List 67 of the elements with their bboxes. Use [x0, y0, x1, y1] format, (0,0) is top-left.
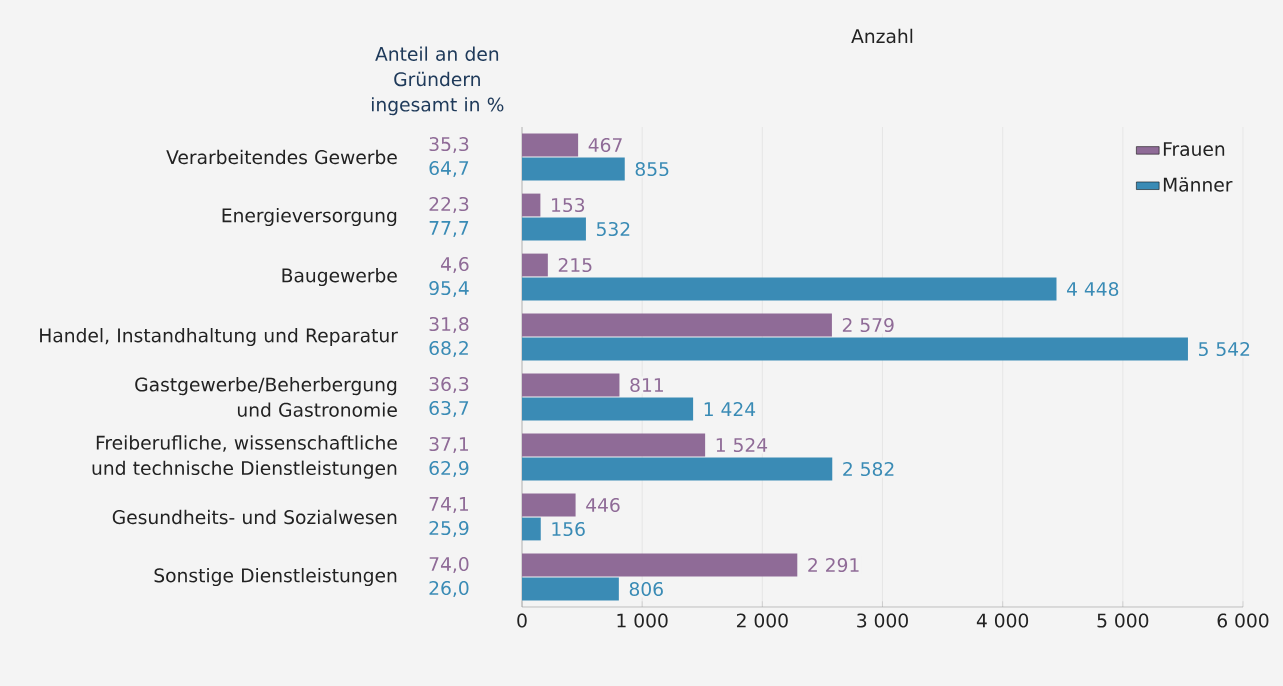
y-tick-label: Handel, Instandhaltung und Reparatur — [40, 327, 398, 347]
text: 64,7 — [429, 160, 469, 178]
legend-label: Frauen — [1163, 142, 1225, 157]
data-label: 446 — [586, 497, 620, 513]
text: 22,3 — [429, 196, 469, 214]
text: 68,2 — [429, 340, 468, 358]
data-label: 215 — [558, 257, 592, 273]
bar — [522, 217, 586, 241]
text: 62,9 — [429, 460, 469, 478]
data-label: 2 582 — [843, 461, 894, 477]
bar — [522, 433, 706, 457]
bar — [522, 457, 833, 481]
x-tick-label: 6 000 — [1217, 613, 1269, 628]
data-label: 1 424 — [704, 402, 756, 416]
text: 35,3 — [429, 136, 469, 154]
text: 63,7 — [429, 400, 469, 418]
text: 31,8 — [429, 316, 469, 334]
data-label: 5 542 — [1198, 341, 1250, 357]
bar — [522, 313, 832, 337]
y-tick-label: Gesundheits- und Sozialwesen — [112, 509, 397, 525]
data-label: 4 448 — [1067, 281, 1119, 297]
x-tick-label: 4 000 — [976, 613, 1029, 628]
text: 74,1 — [429, 497, 469, 513]
bar — [522, 157, 625, 181]
text: 37,1 — [429, 436, 469, 454]
text: 25,9 — [429, 520, 469, 538]
bar — [522, 577, 619, 601]
y-tick-label: Sonstige Dienstleistungen — [154, 567, 397, 587]
bar — [522, 193, 541, 217]
data-label: 153 — [552, 197, 585, 213]
data-label: 855 — [635, 161, 669, 177]
data-label: 532 — [596, 221, 630, 237]
data-label: 467 — [588, 137, 622, 153]
bar — [522, 553, 798, 577]
y-tick-label: Energieversorgung — [222, 207, 397, 227]
text: 74,0 — [429, 556, 469, 574]
x-tick-label: 0 — [517, 613, 527, 628]
y-axis-title: Anteil an den Gründern ingesamt in % — [371, 46, 504, 116]
data-label: 806 — [629, 581, 663, 597]
data-label: 2 291 — [808, 557, 859, 573]
bar — [522, 337, 1188, 361]
y-tick-label: Gastgewerbe/Beherbergung und Gastronomie — [135, 377, 397, 417]
y-tick-label: Freiberufliche, wissenschaftliche und technische Dienstleistungen — [92, 435, 397, 479]
x-tick-label: 1 000 — [617, 613, 668, 628]
y-tick-label: Baugewerbe — [282, 267, 397, 287]
text: 4,6 — [440, 256, 469, 274]
text: 36,3 — [429, 376, 469, 394]
x-tick-label: 5 000 — [1097, 613, 1149, 628]
data-label: 1 524 — [716, 437, 768, 453]
bar — [522, 397, 694, 421]
legend-label: Männer — [1163, 177, 1233, 192]
bar — [522, 133, 579, 157]
text: 95,4 — [429, 280, 469, 298]
data-label: 2 579 — [842, 317, 894, 333]
bar — [522, 253, 548, 277]
bar — [522, 493, 576, 517]
text: 26,0 — [429, 580, 469, 598]
bar — [522, 277, 1057, 301]
data-label: 156 — [552, 521, 585, 537]
x-axis-title: Anzahl — [851, 28, 913, 44]
bar — [522, 517, 541, 541]
bar — [522, 373, 620, 397]
x-tick-label: 3 000 — [857, 613, 908, 628]
y-tick-label: Verarbeitendes Gewerbe — [166, 149, 397, 165]
x-tick-label: 2 000 — [736, 613, 788, 628]
data-label: 811 — [630, 377, 663, 393]
text: 77,7 — [429, 221, 469, 237]
